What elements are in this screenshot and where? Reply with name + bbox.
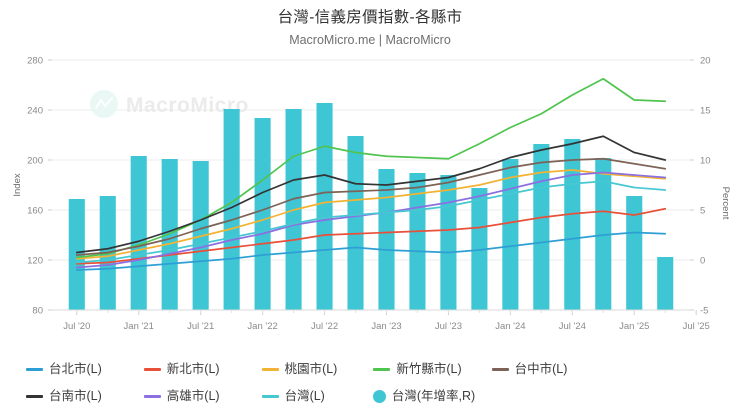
line-series-layer: [75, 77, 667, 271]
y2-axis-title: Percent: [720, 187, 731, 220]
axis-layer: 80 120 160 200 240 280 -5 0 5 10 15 20 Index Percent J…: [12, 56, 731, 333]
x-axis-tick-label: Jan '25: [619, 321, 649, 332]
legend-row-2: 台南市(L) 高雄市(L) 台灣(L) 台灣(年增率,R): [0, 383, 740, 410]
line-series-path: [75, 207, 667, 265]
legend-item-label: 桃園市(L): [284, 362, 338, 377]
legend-item-label: 高雄市(L): [166, 389, 220, 404]
y2-axis-tick-label: 20: [700, 56, 711, 67]
legend-item-label: 台中市(L): [514, 362, 568, 377]
bar-data-point: [533, 144, 550, 310]
x-axis-tick-label: Jul '20: [63, 321, 90, 332]
legend-item-label: 新竹縣市(L): [396, 362, 462, 377]
x-axis-tick-label: Jul '24: [559, 321, 586, 332]
legend-item-label: 台灣(年增率,R): [391, 389, 476, 404]
legend-item[interactable]: 台中市(L): [491, 356, 568, 383]
y-axis-title: Index: [12, 173, 23, 196]
x-axis-tick-label: Jan '24: [495, 321, 525, 332]
x-axis-tick-label: Jan '21: [124, 321, 154, 332]
legend-item[interactable]: 高雄市(L): [143, 383, 220, 410]
bar-data-point: [626, 196, 643, 310]
y-axis-tick-label: 160: [27, 206, 43, 217]
chart-header: 台灣-信義房價指數-各縣市 MacroMicro.me | MacroMicro: [0, 0, 740, 48]
bar-data-point: [440, 175, 457, 310]
bar-data-point: [595, 158, 612, 310]
y-axis-tick-label: 240: [27, 106, 43, 117]
legend-item[interactable]: 台北市(L): [26, 356, 102, 383]
chart-legend: 台北市(L) 新北市(L) 桃園市(L) 新竹縣市(L) 台中市(L) 台南市(L) 高雄…: [0, 352, 740, 416]
y2-axis-tick-label: 15: [700, 106, 711, 117]
y-axis-tick-label: 80: [32, 306, 43, 317]
bar-series-layer: [68, 103, 674, 310]
legend-line-icon: [26, 395, 43, 398]
legend-item-label: 新北市(L): [166, 362, 220, 377]
x-axis-tick-label: Jan '23: [371, 321, 401, 332]
legend-line-icon: [261, 395, 279, 398]
x-axis-tick-label: Jan '22: [247, 321, 277, 332]
watermark: MacroMicro: [90, 90, 249, 118]
legend-item[interactable]: 桃園市(L): [261, 356, 338, 383]
x-axis-tick-label: Jul '21: [187, 321, 214, 332]
legend-item[interactable]: 新竹縣市(L): [373, 356, 462, 383]
legend-line-icon: [143, 395, 161, 398]
legend-item[interactable]: 台灣(年增率,R): [372, 383, 476, 410]
chart-canvas: MacroMicro 80 120 160 200 240 280 -5 0 5 10 15 20 In…: [12, 56, 731, 333]
line-series-path: [75, 157, 667, 256]
y-axis-tick-label: 280: [27, 56, 43, 67]
legend-item-label: 台北市(L): [49, 362, 102, 377]
page-title: 台灣-信義房價指數-各縣市: [277, 9, 463, 26]
y2-axis-tick-label: 5: [700, 206, 705, 217]
line-series-path: [75, 77, 667, 259]
chart-subtitle: MacroMicro.me | MacroMicro: [289, 32, 451, 47]
legend-line-icon: [261, 368, 279, 371]
bar-data-point: [347, 136, 364, 310]
line-series-path: [75, 180, 667, 264]
line-series-path: [75, 231, 667, 271]
x-axis-tick-label: Jul '22: [311, 321, 338, 332]
legend-line-icon: [143, 368, 161, 371]
legend-dot-icon: [372, 390, 386, 403]
bar-data-point: [471, 188, 488, 310]
bar-data-point: [378, 169, 395, 310]
bar-data-point: [130, 156, 147, 310]
macromicro-logo-icon: MacroMicro: [90, 90, 249, 118]
line-series-path: [75, 169, 667, 260]
legend-item[interactable]: 台灣(L): [261, 383, 325, 410]
y2-axis-tick-label: 0: [700, 256, 705, 267]
legend-line-icon: [491, 368, 509, 371]
legend-item[interactable]: 台南市(L): [26, 383, 102, 410]
y-axis-tick-label: 120: [27, 256, 43, 267]
legend-line-icon: [26, 368, 43, 371]
x-axis-tick-label: Jul '25: [683, 321, 710, 332]
legend-row-1: 台北市(L) 新北市(L) 桃園市(L) 新竹縣市(L) 台中市(L): [0, 356, 740, 383]
y2-axis-tick-label: 10: [700, 156, 711, 167]
line-series-path: [75, 135, 667, 254]
bar-data-point: [254, 118, 271, 310]
watermark-text: MacroMicro: [126, 94, 249, 117]
legend-item[interactable]: 新北市(L): [143, 356, 220, 383]
bar-data-point: [657, 257, 674, 310]
y2-axis-tick-label: -5: [700, 306, 708, 317]
legend-line-icon: [373, 368, 391, 371]
bar-data-point: [502, 159, 519, 310]
x-axis-tick-label: Jul '23: [435, 321, 462, 332]
y-axis-tick-label: 200: [27, 156, 43, 167]
bar-data-point: [564, 139, 581, 310]
bar-data-point: [316, 103, 333, 310]
legend-item-label: 台灣(L): [284, 389, 325, 404]
legend-item-label: 台南市(L): [49, 389, 102, 404]
